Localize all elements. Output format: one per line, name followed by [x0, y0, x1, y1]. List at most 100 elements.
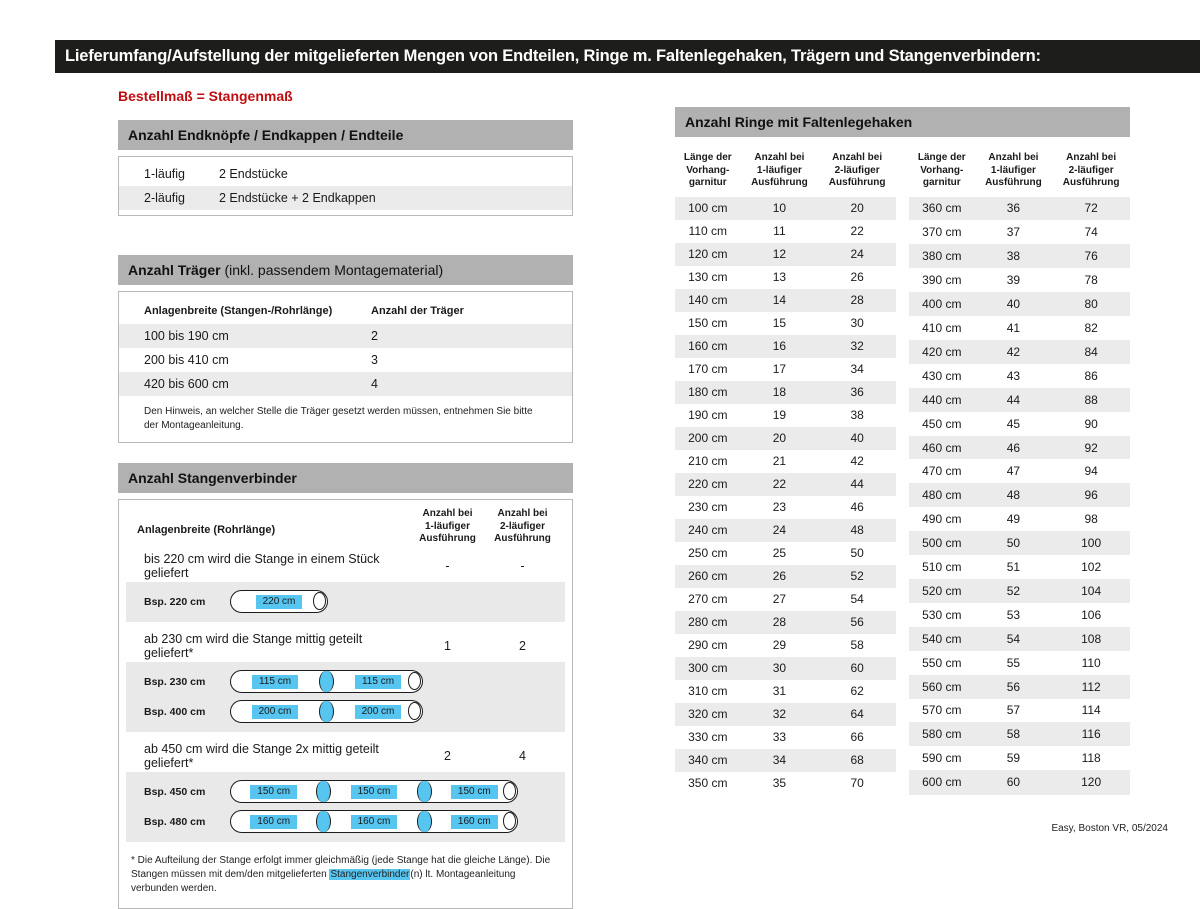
rod-connector — [319, 701, 334, 722]
length-cell: 270 cm — [688, 592, 728, 606]
ring-table-header-row: Länge der Vorhang- garnitur Anzahl bei 1… — [675, 150, 896, 197]
count-1laeufig-cell: 15 — [772, 316, 787, 330]
laeufig-label: 2-läufig — [144, 191, 185, 205]
rod-example-label: Bsp. 450 cm — [144, 785, 206, 798]
ring-table-row: 510 cm 51 102 — [909, 555, 1130, 579]
count-1laeufig-cell: 24 — [772, 523, 787, 537]
example-band: Bsp. 220 cm 220 cm — [126, 581, 565, 622]
ring-table-row: 100 cm 10 20 — [675, 196, 896, 220]
ring-table-row: 550 cm 55 110 — [909, 651, 1130, 675]
traeger-table-header: Anlagenbreite (Stangen-/Rohrlänge) Anzah… — [119, 298, 572, 324]
count-1laeufig-cell: 38 — [1006, 249, 1021, 264]
ring-table-row: 250 cm 25 50 — [675, 542, 896, 565]
length-cell: 330 cm — [688, 730, 728, 744]
col-header-1laeufig: Anzahl bei 1-läufiger Ausführung — [751, 152, 808, 188]
title-bar: Lieferumfang/Aufstellung der mitgeliefer… — [55, 40, 1200, 73]
count-2laeufig-cell: 36 — [850, 385, 864, 399]
ring-table-row: 330 cm 33 66 — [675, 726, 896, 749]
rod-connector — [416, 781, 432, 802]
traeger-note: Den Hinweis, an welcher Stelle die Träge… — [144, 406, 533, 431]
rod-diagram: 220 cm — [230, 590, 328, 613]
ring-table-row: 590 cm 59 118 — [909, 746, 1130, 770]
length-cell: 160 cm — [688, 339, 728, 353]
footnote-highlight-stangenverbinder: Stangenverbinder — [329, 868, 411, 880]
length-cell: 120 cm — [688, 247, 728, 261]
ring-table-row: 570 cm 57 114 — [909, 699, 1130, 723]
ring-table-row: 410 cm 41 82 — [909, 316, 1130, 340]
section-header-stangenverbinder: Anzahl Stangenverbinder — [118, 463, 573, 493]
count-1laeufig-cell: 58 — [1006, 727, 1021, 742]
count-1laeufig: - — [445, 558, 450, 573]
length-cell: 320 cm — [688, 707, 728, 721]
count-2laeufig-cell: 90 — [1084, 416, 1098, 431]
section-header-ringe-label: Anzahl Ringe mit Faltenlegehaken — [685, 114, 913, 130]
group-rule-text: ab 450 cm wird die Stange 2x mittig gete… — [144, 741, 379, 770]
length-cell: 230 cm — [688, 500, 728, 514]
length-cell: 130 cm — [688, 270, 728, 284]
count-1laeufig-cell: 55 — [1006, 655, 1021, 670]
length-cell: 140 cm — [688, 293, 728, 307]
endteile-table: 1-läufig 2 Endstücke 2-läufig 2 Endstück… — [118, 156, 573, 216]
length-cell: 560 cm — [922, 679, 962, 694]
length-cell: 210 cm — [688, 454, 728, 468]
page: { "page": { "title": "Lieferumfang/Aufst… — [55, 40, 1200, 909]
section-header-endteile-label: Anzahl Endknöpfe / Endkappen / Endteile — [128, 127, 404, 143]
rod-segment-length: 115 cm — [354, 674, 402, 689]
count-1laeufig-cell: 11 — [773, 224, 786, 238]
count-1laeufig-cell: 19 — [772, 408, 787, 422]
count-1laeufig-cell: 13 — [772, 270, 787, 284]
length-cell: 420 cm — [922, 344, 962, 359]
count-1laeufig-cell: 40 — [1006, 297, 1021, 312]
ring-table-row: 500 cm 50 100 — [909, 531, 1130, 556]
ring-table-row: 190 cm 19 38 — [675, 404, 896, 427]
verbinder-group-bis-220: bis 220 cm wird die Stange in einem Stüc… — [119, 551, 572, 622]
rod-segment-length: 220 cm — [255, 594, 303, 609]
count-2laeufig-cell: 108 — [1081, 631, 1102, 646]
ring-table-row: 130 cm 13 26 — [675, 266, 896, 289]
count-2laeufig-cell: 92 — [1084, 440, 1098, 455]
ring-table-row: 160 cm 16 32 — [675, 334, 896, 358]
ring-table-row: 220 cm 22 44 — [675, 472, 896, 496]
rod-segment-length: 115 cm — [251, 674, 299, 689]
ring-table-row: 230 cm 23 46 — [675, 496, 896, 519]
count-2laeufig-cell: 52 — [850, 569, 864, 583]
count-1laeufig-cell: 50 — [1006, 536, 1021, 551]
ring-table-row: 310 cm 31 62 — [675, 680, 896, 703]
length-cell: 170 cm — [688, 362, 728, 376]
breite-range: 100 bis 190 cm — [144, 329, 229, 343]
count-1laeufig-cell: 22 — [772, 477, 787, 491]
length-cell: 550 cm — [922, 655, 962, 670]
group-rule-text: bis 220 cm wird die Stange in einem Stüc… — [144, 551, 380, 580]
rod-segment-length: 150 cm — [250, 784, 298, 799]
rod-segment: 200 cm — [231, 701, 319, 722]
ring-table-row: 460 cm 46 92 — [909, 435, 1130, 460]
count-2laeufig-cell: 50 — [850, 546, 864, 560]
count-2laeufig: 4 — [519, 748, 526, 763]
count-1laeufig-cell: 17 — [772, 362, 787, 376]
breite-range: 200 bis 410 cm — [144, 353, 229, 367]
rod-example-label: Bsp. 220 cm — [144, 595, 206, 608]
count-2laeufig-cell: 100 — [1081, 536, 1102, 551]
rod-example-label: Bsp. 400 cm — [144, 705, 206, 718]
length-cell: 480 cm — [922, 488, 962, 503]
count-1laeufig-cell: 14 — [772, 293, 787, 307]
length-cell: 440 cm — [922, 392, 962, 407]
endteile-value: 2 Endstücke — [219, 167, 288, 181]
count-1laeufig: 1 — [444, 638, 451, 653]
ring-table-row: 270 cm 27 54 — [675, 588, 896, 611]
count-2laeufig-cell: 112 — [1081, 679, 1101, 694]
length-cell: 360 cm — [922, 201, 962, 216]
rod-segment: 220 cm — [231, 591, 327, 612]
ring-table-row: 580 cm 58 116 — [909, 722, 1130, 747]
count-2laeufig-cell: 40 — [850, 431, 864, 445]
count-2laeufig-cell: 96 — [1084, 488, 1098, 503]
count-2laeufig-cell: 70 — [850, 776, 864, 790]
document-footer: Easy, Boston VR, 05/2024 — [1051, 823, 1168, 834]
count-2laeufig-cell: 114 — [1081, 703, 1101, 718]
ring-table-row: 380 cm 38 76 — [909, 244, 1130, 269]
rod-segment-length: 200 cm — [251, 704, 299, 719]
length-cell: 400 cm — [922, 297, 962, 312]
count-2laeufig-cell: 58 — [850, 638, 864, 652]
ring-table-row: 110 cm 11 22 — [675, 220, 896, 243]
verbinder-footnote: * Die Aufteilung der Stange erfolgt imme… — [131, 854, 560, 896]
